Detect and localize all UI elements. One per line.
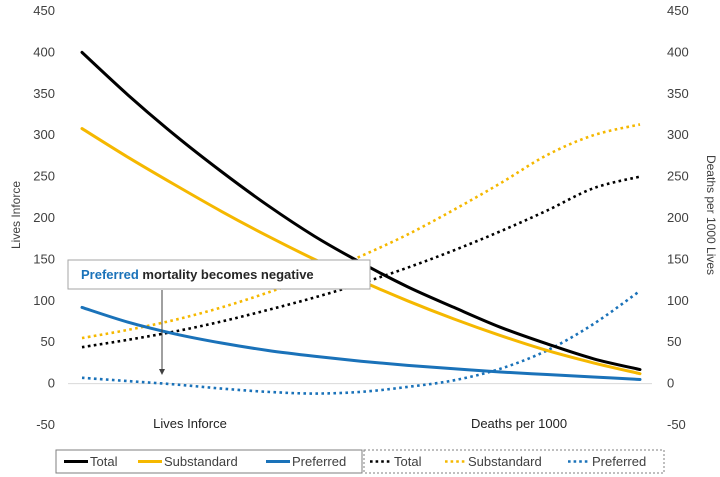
right-tick-label: 150 (667, 251, 689, 266)
annotation-highlight: Preferred (81, 267, 139, 282)
right-axis-ticks: -50 0 50 100 150 200 250 300 350 400 450 (667, 3, 689, 432)
left-tick-label: 300 (33, 127, 55, 142)
left-tick-label: 250 (33, 169, 55, 184)
series-line-preferred-dotted (81, 289, 641, 395)
annotation: Preferred mortality becomes negative (67, 259, 371, 375)
right-tick-label: 450 (667, 3, 689, 18)
annotation-rest: mortality becomes negative (139, 267, 314, 282)
legend-label-total-solid: Total (90, 454, 118, 469)
left-axis-ticks: -50 0 50 100 150 200 250 300 350 400 450 (33, 3, 55, 432)
x-label-lives-inforce: Lives Inforce (153, 416, 227, 431)
right-tick-label: 200 (667, 210, 689, 225)
series-layer (80, 50, 642, 395)
legend: Total Substandard Preferred Total Substandar… (55, 449, 665, 474)
right-tick-label: 300 (667, 127, 689, 142)
left-tick-label: 150 (33, 251, 55, 266)
legend-box-left (55, 449, 363, 474)
series-line-preferred-solid (80, 305, 642, 381)
right-tick-label: 100 (667, 293, 689, 308)
left-tick-label: 200 (33, 210, 55, 225)
left-tick-label: 400 (33, 44, 55, 59)
legend-label-substandard-dotted: Substandard (468, 454, 542, 469)
y-axis-label-right: Deaths per 1000 Lives (704, 155, 718, 275)
legend-label-total-dotted: Total (394, 454, 422, 469)
legend-label-preferred-dotted: Preferred (592, 454, 646, 469)
legend-box-right (363, 449, 665, 474)
right-tick-label: 350 (667, 86, 689, 101)
right-tick-label: 250 (667, 169, 689, 184)
right-tick-label: 0 (667, 376, 674, 391)
annotation-arrowhead (159, 369, 165, 375)
left-tick-label: 0 (48, 376, 55, 391)
right-tick-label: 400 (667, 44, 689, 59)
annotation-box (67, 259, 371, 290)
left-tick-label: -50 (36, 417, 55, 432)
left-tick-label: 50 (41, 334, 55, 349)
left-tick-label: 100 (33, 293, 55, 308)
legend-label-preferred-solid: Preferred (292, 454, 346, 469)
left-tick-label: 350 (33, 86, 55, 101)
x-label-deaths-per-1000: Deaths per 1000 (471, 416, 567, 431)
series-line-substandard-dotted (81, 123, 641, 340)
left-tick-label: 450 (33, 3, 55, 18)
y-axis-label-left: Lives Inforce (9, 181, 23, 249)
legend-label-substandard-solid: Substandard (164, 454, 238, 469)
right-tick-label: -50 (667, 417, 686, 432)
right-tick-label: 50 (667, 334, 681, 349)
series-line-total-dotted (81, 175, 641, 349)
series-line-substandard-solid (80, 127, 642, 376)
annotation-text: Preferred mortality becomes negative (81, 267, 314, 282)
